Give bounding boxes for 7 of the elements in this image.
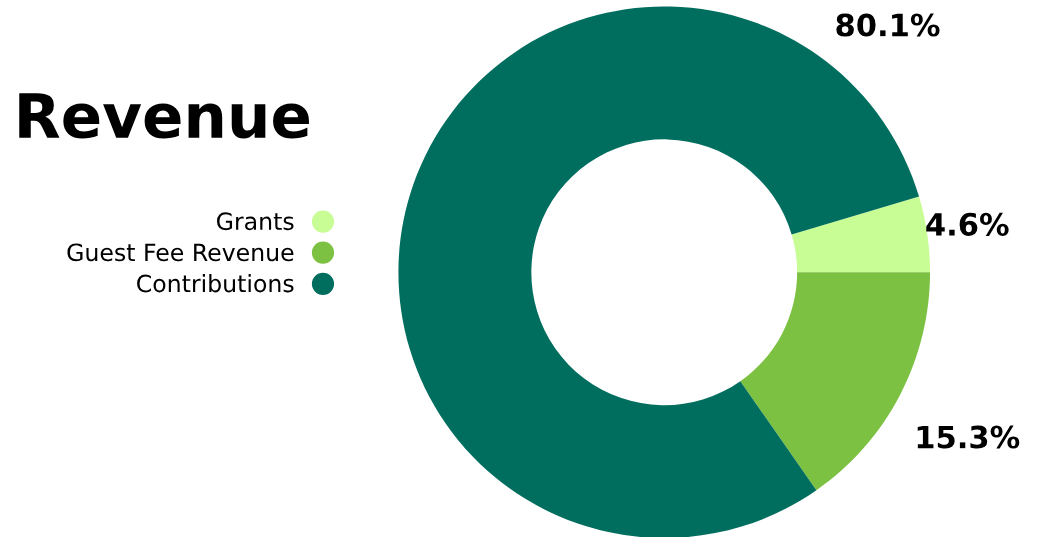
data-label: 80.1%: [836, 13, 940, 37]
text: Revenue: [19, 93, 309, 139]
data-label: 4.6%: [926, 212, 1009, 236]
legend-label: Guest Fee Revenue: [67, 243, 294, 262]
legend-label: Grants: [216, 212, 294, 231]
legend-label: Contributions: [137, 274, 294, 293]
data-label: 15.3%: [917, 425, 1020, 449]
